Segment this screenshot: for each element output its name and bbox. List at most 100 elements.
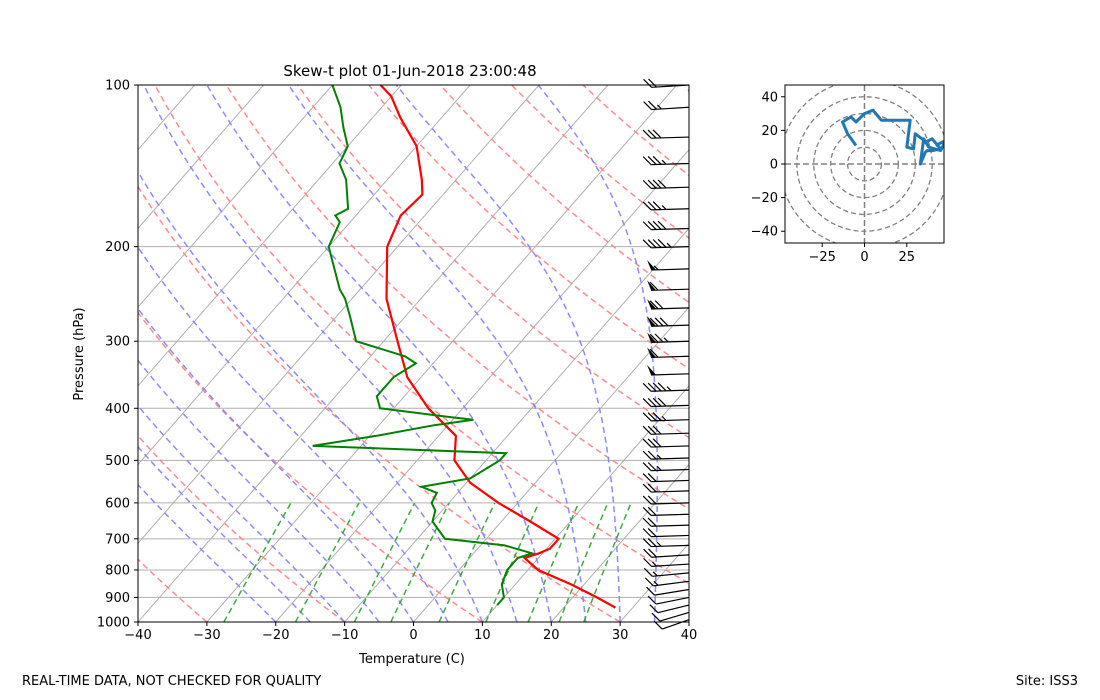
moist-adiabat: [537, 85, 659, 622]
wind-barb-tick: [659, 317, 669, 327]
wind-barb-tick: [654, 300, 664, 310]
isotherm-line: [481, 385, 689, 622]
wind-barb: [642, 129, 690, 139]
wind-barb-tick: [642, 425, 652, 435]
mixing-ratio-line: [390, 502, 450, 622]
wind-barb-tick: [647, 397, 657, 407]
wind-barb: [643, 548, 690, 558]
hodo-y-tick-label: 20: [761, 124, 778, 139]
wind-barb-tick: [647, 179, 657, 189]
skewt-plot: −40 −30 −20 −10 0 10 20 30 40 100 200 300 400 500 600…: [72, 62, 698, 667]
wind-barb-tick: [649, 317, 659, 327]
wind-barb: [642, 397, 690, 408]
wind-barb: [647, 260, 690, 271]
wind-barb-tick: [642, 506, 652, 516]
wind-barb-tick: [649, 300, 659, 310]
site-label: Site: ISS3: [1015, 674, 1078, 689]
wind-barb-staff: [651, 432, 690, 435]
wind-barb-staff: [651, 524, 690, 527]
wind-barb: [647, 365, 690, 376]
hodo-y-tick-label: −20: [751, 191, 778, 206]
x-tick-label: 20: [543, 628, 560, 643]
wind-barb: [644, 577, 690, 587]
wind-barb-tick: [647, 506, 657, 516]
isotherm-line: [138, 85, 196, 151]
moist-adiabat: [138, 359, 380, 622]
wind-barb-staff: [655, 596, 690, 605]
x-tick-label: −20: [262, 628, 289, 643]
wind-barb-tick: [647, 528, 657, 537]
moist-adiabat: [138, 445, 311, 622]
dewpoint-profile: [312, 85, 536, 606]
wind-barb-staff: [651, 445, 690, 448]
wind-barb-tick: [642, 129, 652, 139]
wind-barb-tick: [642, 538, 652, 547]
moist-adiabat: [395, 85, 621, 622]
hodograph-rings: [785, 85, 944, 243]
wind-barb-tick: [649, 333, 659, 343]
moist-adiabat: [138, 483, 277, 622]
wind-barb: [642, 412, 690, 422]
wind-barb-staff: [651, 544, 690, 548]
mixing-ratio-line: [558, 502, 609, 622]
moist-adiabat: [287, 85, 587, 622]
dry-adiabat: [511, 85, 689, 239]
wind-barb-tick: [647, 462, 657, 471]
skewt-y-ticks: 100 200 300 400 500 600 700 800 900 1000: [97, 79, 138, 631]
y-tick-label: 800: [105, 563, 130, 578]
wind-barb-staff: [661, 619, 690, 630]
wind-barb-tick: [647, 201, 657, 211]
wind-barb-half: [661, 415, 667, 421]
x-tick-label: −40: [124, 628, 151, 643]
wind-barb-tick: [652, 425, 662, 435]
wind-barb-half: [652, 571, 658, 577]
wind-barb-tick: [652, 412, 662, 421]
moist-adiabat: [686, 85, 689, 622]
wind-barb-tick: [652, 155, 662, 165]
wind-barb-tick: [647, 473, 657, 482]
wind-barb-tick: [647, 537, 657, 547]
mixing-ratio-line: [485, 502, 540, 622]
isotherm-line: [138, 85, 609, 622]
wind-barb-tick: [652, 397, 662, 407]
isotherm-line: [138, 85, 540, 545]
wind-barb-staff: [651, 389, 690, 392]
wind-barb-tick: [647, 438, 657, 448]
wind-barb-staff: [651, 186, 690, 189]
wind-barb: [642, 462, 690, 472]
wind-barb-tick: [644, 577, 654, 587]
hodo-y-tick-label: 0: [770, 158, 778, 173]
isotherm-line: [138, 85, 471, 466]
wind-barb: [642, 483, 690, 493]
wind-barb-tick: [642, 156, 652, 166]
wind-barb-tick: [649, 281, 659, 291]
wind-barb-tick: [647, 517, 657, 527]
wind-barb: [642, 155, 690, 166]
wind-barb: [647, 299, 690, 310]
x-tick-label: 40: [681, 628, 698, 643]
wind-barb-tick: [642, 528, 652, 538]
wind-barb-tick: [647, 156, 657, 165]
x-tick-label: 0: [409, 628, 417, 643]
wind-barb: [642, 537, 690, 548]
quality-note: REAL-TIME DATA, NOT CHECKED FOR QUALITY: [22, 674, 322, 689]
wind-barb-tick: [642, 201, 652, 211]
wind-barb-tick: [647, 425, 657, 435]
x-tick-label: −10: [331, 628, 358, 643]
isotherm-line: [344, 227, 689, 622]
wind-barb: [646, 586, 690, 596]
wind-barb: [642, 220, 690, 231]
wind-barb: [642, 450, 690, 460]
wind-barb-staff: [651, 554, 690, 558]
wind-barb-tick: [642, 221, 652, 231]
wind-barb-tick: [642, 382, 652, 392]
hodograph-ticks: −25 0 25 −40 −20 0 20 40: [751, 90, 915, 265]
wind-barb-staff: [653, 580, 690, 587]
wind-barb: [642, 517, 690, 527]
wind-barb-staff: [651, 490, 690, 493]
wind-barb-tick: [643, 101, 653, 110]
wind-barb-tick: [652, 179, 662, 189]
wind-barb-tick: [642, 179, 652, 189]
wind-barb-tick: [657, 220, 667, 230]
wind-barb-flag: [647, 280, 657, 291]
